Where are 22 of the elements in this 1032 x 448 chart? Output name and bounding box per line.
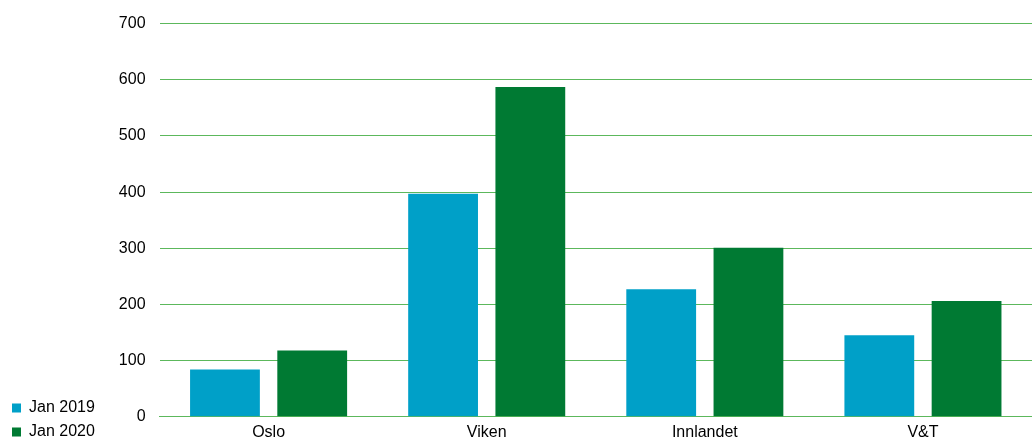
y-tick-label: 700 [118,14,146,32]
y-tick-label: 600 [118,70,146,88]
y-tick-label: 100 [118,351,146,369]
bar [277,350,348,417]
bar [931,301,1002,417]
bar [408,193,478,417]
y-tick-label: 300 [118,238,146,256]
bar [713,247,784,417]
y-tick-label: 400 [118,182,146,200]
x-tick-label: V&T [907,422,939,440]
y-tick-label: 200 [118,294,146,312]
bar [844,335,915,417]
y-tick-label: 500 [118,126,146,144]
legend-label: Jan 2019 [29,398,95,416]
bar [495,87,566,417]
x-tick-label: Oslo [252,422,286,440]
bar [626,289,697,417]
x-tick-label: Innlandet [671,422,739,440]
bar [190,369,260,417]
legend-label: Jan 2020 [29,422,95,440]
y-tick-label: 0 [136,407,146,425]
x-tick-label: Viken [466,422,507,440]
